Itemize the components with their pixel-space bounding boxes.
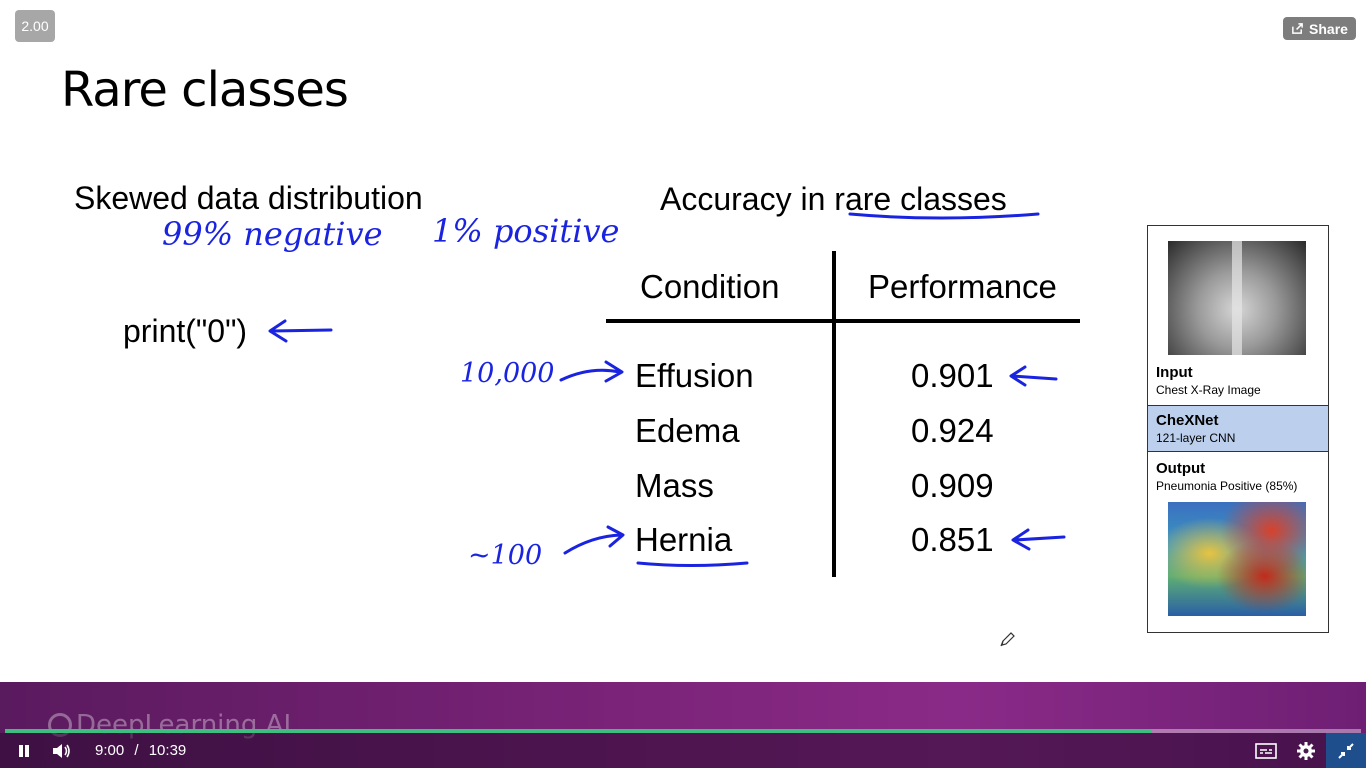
playback-speed-badge[interactable]: 2.00 [15,10,55,42]
current-time: 9:00 [95,742,125,759]
arrow-effusion-left [559,360,624,383]
pause-icon [19,745,29,757]
table-cell-condition: Edema [635,412,740,449]
table-cell-performance: 0.851 [911,521,994,558]
table-cell-performance: 0.901 [911,357,994,394]
card-model-sub: 121-layer CNN [1156,431,1236,445]
card-output-section: Output Pneumonia Positive (85%) [1148,460,1328,500]
volume-icon [53,744,70,758]
table-cell-condition: Hernia [635,521,733,558]
card-model-label: CheXNet [1156,412,1219,429]
card-output-sub: Pneumonia Positive (85%) [1156,479,1298,493]
negative-note: 99% negative [162,215,383,253]
accuracy-heading-emphasis: rare classes [834,181,1007,217]
arrow-hernia-right [1011,528,1066,551]
table-column-rule [832,251,836,577]
slide: 2.00 Share Rare classes Skewed data dist… [15,10,1356,647]
card-input-label: Input [1156,364,1193,381]
settings-button[interactable] [1293,739,1319,763]
card-output-label: Output [1156,460,1206,477]
card-input-section: Input Chest X-Ray Image [1148,364,1328,406]
slide-title: Rare classes [61,62,349,118]
share-label: Share [1309,20,1348,37]
progress-fill [5,729,1151,733]
arrow-hernia-left [563,525,625,555]
progress-bar[interactable] [5,729,1361,733]
arrow-effusion-right [1009,365,1058,387]
share-icon [1292,23,1303,34]
captions-icon [1255,743,1277,759]
player-controls: 9:00 / 10:39 [0,733,1366,768]
exit-fullscreen-button[interactable] [1326,733,1366,768]
video-player-bar: DeepLearning.AI 9:00 / 10:39 [0,682,1366,768]
skewed-distribution-heading: Skewed data distribution [74,180,423,216]
chest-xray-image [1168,241,1306,355]
settings-icon [1297,742,1315,760]
xray-heatmap-image [1168,502,1306,616]
table-cell-condition: Mass [635,467,714,504]
table-header-rule [606,319,1080,323]
table-header-performance: Performance [868,268,1057,305]
card-input-sub: Chest X-Ray Image [1156,383,1261,397]
time-separator: / [134,742,139,759]
accuracy-heading-prefix: Accuracy in [660,181,835,217]
table-header-condition: Condition [640,268,780,305]
hernia-underline [636,561,749,567]
volume-button[interactable] [48,739,74,763]
arrow-print [268,319,333,343]
card-model-section: CheXNet 121-layer CNN [1148,406,1328,452]
table-cell-condition: Effusion [635,357,754,394]
effusion-count-note: 10,000 [460,358,555,389]
exit-fullscreen-icon [1338,742,1354,759]
positive-note: 1% positive [432,212,620,250]
duration: 10:39 [148,742,187,759]
captions-button[interactable] [1253,739,1279,763]
accuracy-heading: Accuracy in rare classes [660,181,1007,218]
chexnet-card: Input Chest X-Ray Image CheXNet 121-laye… [1147,225,1329,633]
print-zero-code: print("0") [123,313,248,349]
hernia-count-note: ~100 [468,540,543,571]
table-cell-performance: 0.909 [911,467,994,504]
time-display: 9:00 / 10:39 [95,742,186,759]
share-button[interactable]: Share [1283,17,1356,40]
pen-cursor-icon [1000,632,1015,647]
pause-button[interactable] [12,739,36,763]
table-cell-performance: 0.924 [911,412,994,449]
